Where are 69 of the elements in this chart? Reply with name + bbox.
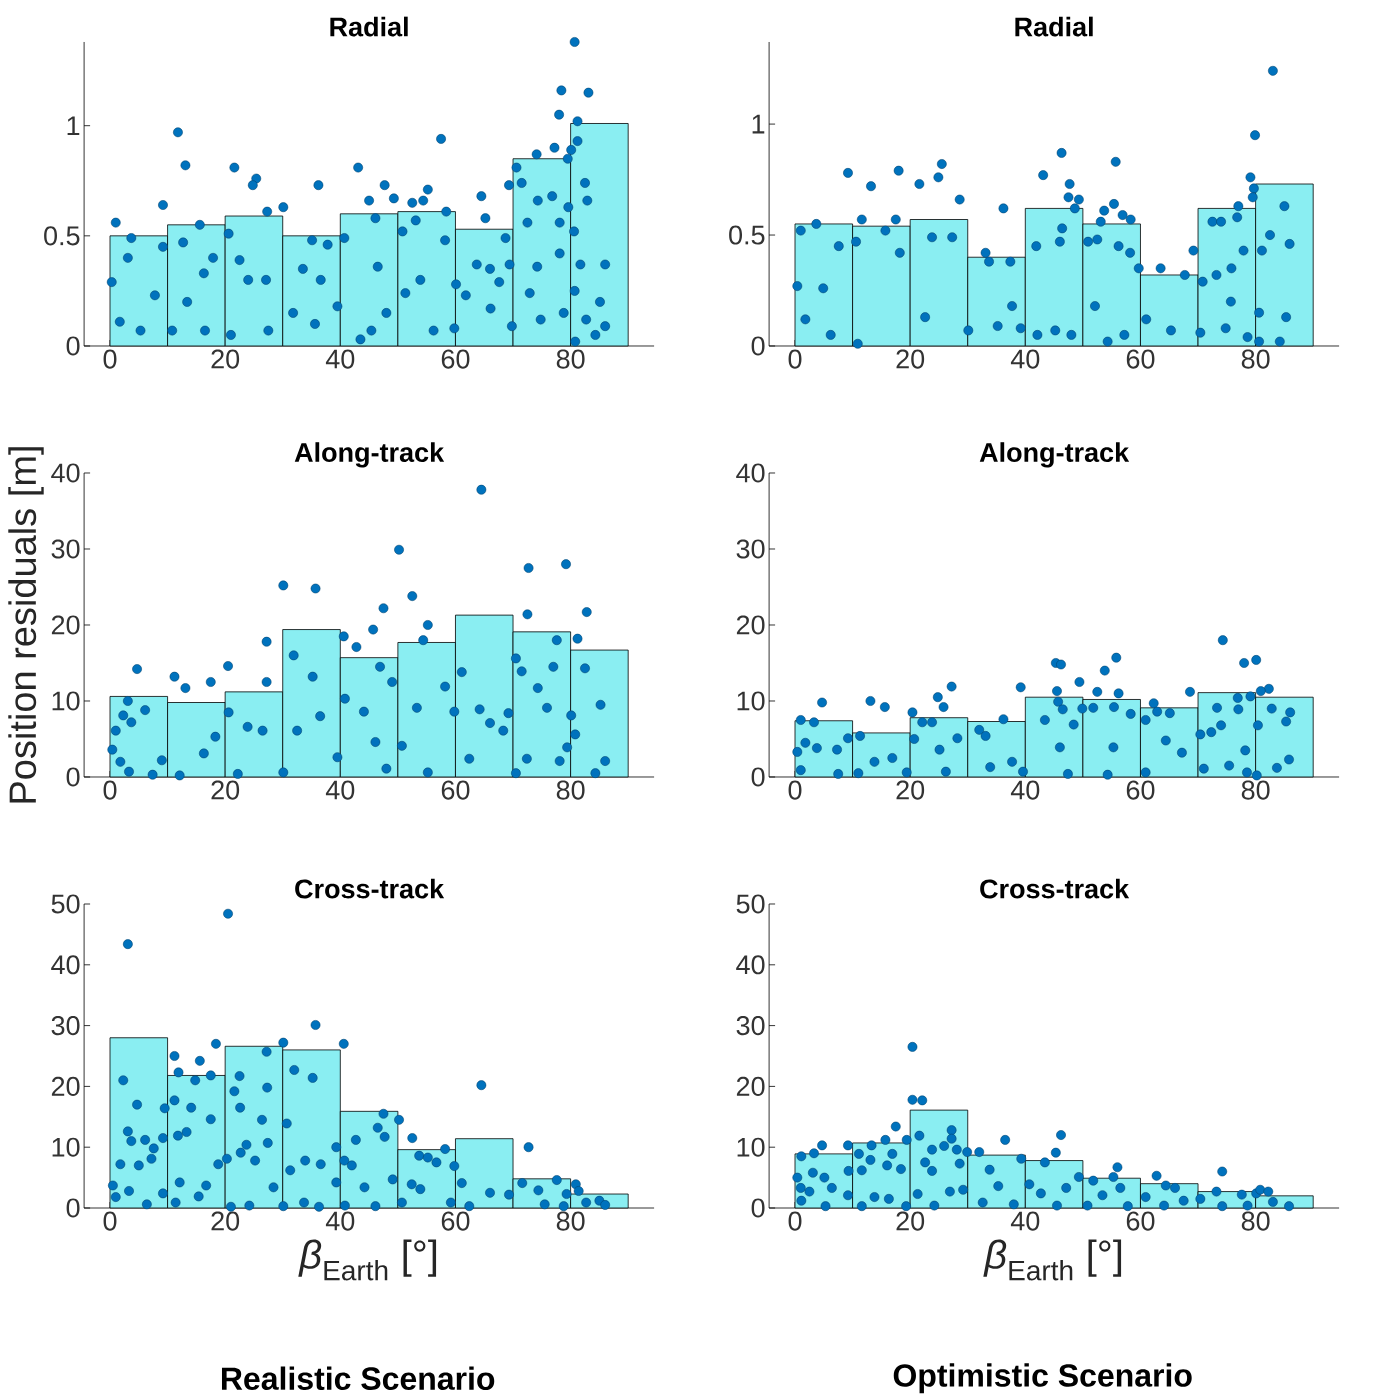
chart-title: Cross-track — [980, 878, 1130, 899]
x-axis-title: β$_{Earth}$ [°] — [983, 1239, 1122, 1281]
x-tick-label: 40 — [1010, 349, 1040, 369]
y-tick-label: 50 — [51, 894, 80, 914]
y-tick-label: 50 — [736, 894, 765, 914]
x-tick-label: 80 — [1241, 1211, 1270, 1231]
y-tick-label: 0 — [751, 336, 765, 356]
x-tick-label: 60 — [1126, 1211, 1155, 1231]
x-tick-label: 40 — [325, 349, 355, 369]
x-tick-label: 80 — [556, 349, 585, 369]
y-tick-label: 0.5 — [44, 226, 80, 246]
y-tick-label: 40 — [736, 955, 765, 975]
y-tick-label: 20 — [51, 1076, 80, 1096]
x-tick-label: 0 — [103, 1211, 117, 1231]
x-tick-label: 0 — [788, 349, 802, 369]
y-tick-label: 1 — [67, 116, 80, 135]
x-tick-label: 60 — [1126, 780, 1155, 800]
x-tick-label: 40 — [1010, 780, 1040, 800]
x-tick-label: 80 — [1241, 780, 1270, 800]
x-tick-label: 80 — [1241, 349, 1270, 369]
chart-title: Radial — [1015, 16, 1093, 37]
y-tick-label: 0 — [66, 767, 80, 787]
x-tick-label: 0 — [788, 1211, 802, 1231]
chart-title: Cross-track — [295, 878, 445, 899]
y-tick-label: 30 — [51, 539, 80, 559]
x-tick-label: 0 — [103, 780, 117, 800]
y-tick-label: 30 — [736, 539, 765, 559]
chart-title: Along-track — [294, 442, 445, 468]
x-tick-label: 40 — [1010, 1211, 1040, 1231]
x-tick-label: 60 — [441, 1211, 470, 1231]
y-tick-label: 40 — [736, 463, 765, 483]
y-tick-label: 0 — [751, 1198, 765, 1218]
y-tick-label: 0 — [751, 767, 765, 787]
y-tick-label: 30 — [736, 1016, 765, 1036]
y-tick-label: 30 — [51, 1016, 80, 1036]
x-tick-label: 60 — [441, 780, 470, 800]
x-tick-label: 0 — [103, 349, 117, 369]
chart-title: Along-track — [979, 442, 1130, 468]
x-tick-label: 40 — [325, 780, 355, 800]
x-tick-label: 0 — [788, 780, 802, 800]
x-tick-label: 40 — [325, 1211, 355, 1231]
y-tick-label: 0.5 — [729, 225, 765, 245]
y-tick-label: 20 — [51, 615, 80, 635]
x-axis-title: β$_{Earth}$ [°] — [298, 1239, 437, 1281]
chart-title: Radial — [330, 16, 408, 37]
y-tick-label: 0 — [66, 336, 80, 356]
x-tick-label: 80 — [556, 1211, 585, 1231]
x-tick-label: 20 — [211, 349, 240, 369]
y-tick-label: 20 — [736, 1076, 765, 1096]
y-axis-title: Position residuals [m] — [8, 447, 44, 803]
text: Optimistic Scenario — [893, 1363, 1192, 1394]
x-tick-label: 60 — [1126, 349, 1155, 369]
x-tick-label: 20 — [896, 1211, 925, 1231]
y-tick-label: 20 — [736, 615, 765, 635]
x-tick-label: 20 — [896, 780, 925, 800]
y-tick-label: 0 — [66, 1198, 80, 1218]
x-tick-label: 20 — [896, 349, 925, 369]
y-tick-label: 40 — [51, 463, 80, 483]
y-tick-label: 40 — [51, 955, 80, 975]
y-tick-label: 1 — [752, 114, 765, 134]
y-tick-label: 10 — [52, 1137, 80, 1157]
x-tick-label: 60 — [441, 349, 470, 369]
y-tick-label: 10 — [737, 1137, 765, 1157]
x-tick-label: 80 — [556, 780, 585, 800]
y-tick-label: 10 — [52, 691, 80, 711]
x-tick-label: 20 — [211, 1211, 240, 1231]
text: Realistic Scenario — [221, 1366, 495, 1390]
y-tick-label: 10 — [737, 691, 765, 711]
x-tick-label: 20 — [211, 780, 240, 800]
